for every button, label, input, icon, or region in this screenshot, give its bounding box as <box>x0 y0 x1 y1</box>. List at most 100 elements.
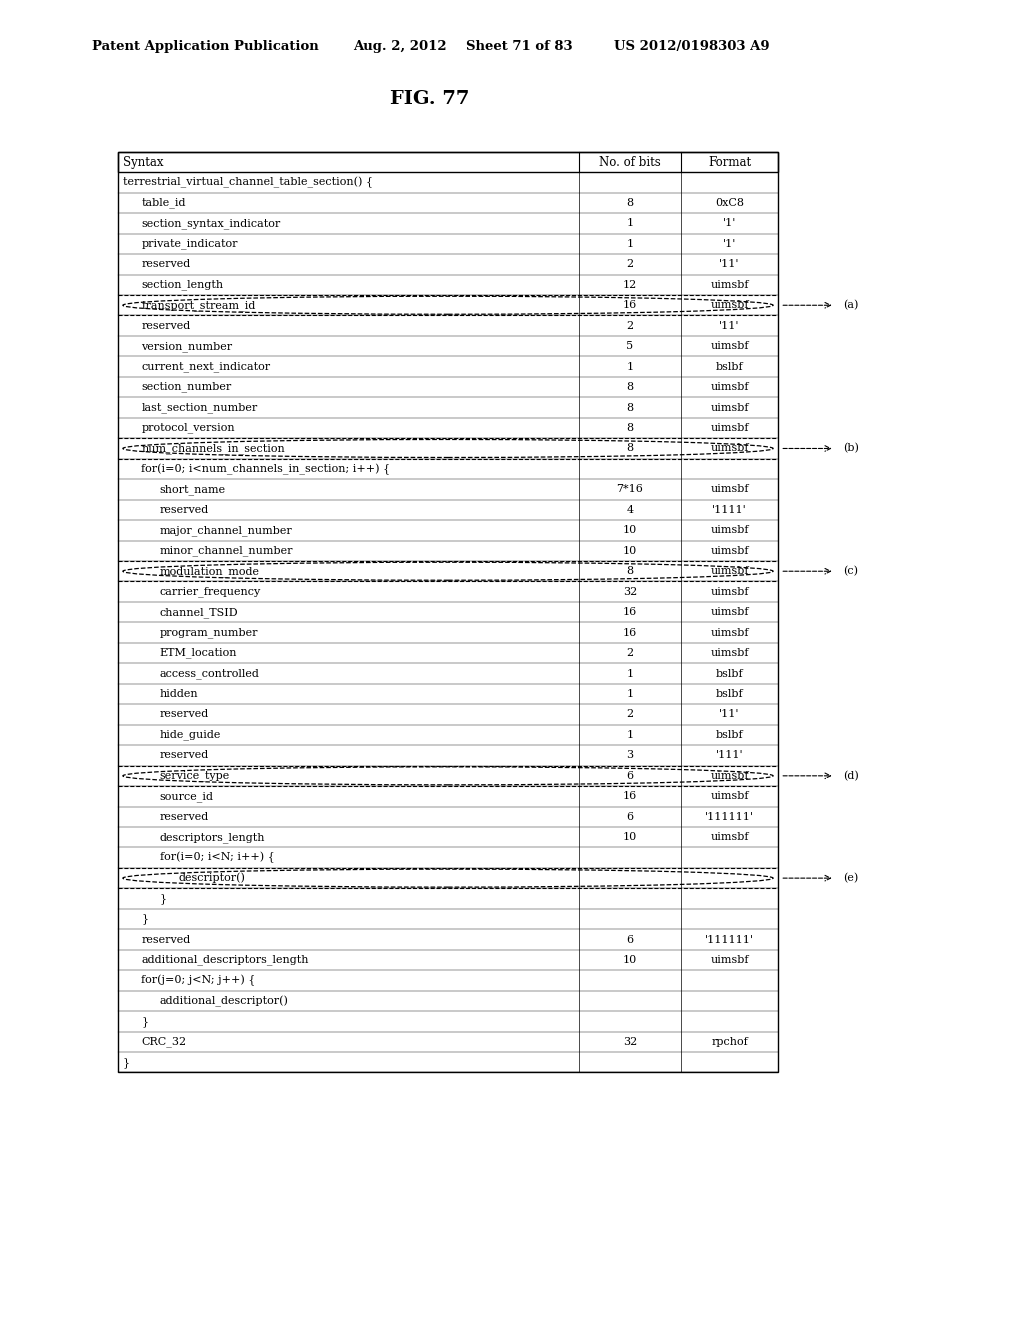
Text: 1: 1 <box>627 218 633 228</box>
Text: current_next_indicator: current_next_indicator <box>141 362 270 372</box>
Text: Patent Application Publication: Patent Application Publication <box>92 40 318 53</box>
Text: protocol_version: protocol_version <box>141 422 234 433</box>
Text: }: } <box>160 894 167 904</box>
Text: num_channels_in_section: num_channels_in_section <box>141 444 285 454</box>
Text: Sheet 71 of 83: Sheet 71 of 83 <box>466 40 572 53</box>
Text: 7*16: 7*16 <box>616 484 643 495</box>
Text: }: } <box>141 1016 148 1027</box>
Text: 6: 6 <box>627 812 633 822</box>
Text: uimsbf: uimsbf <box>711 607 749 618</box>
Text: uimsbf: uimsbf <box>711 586 749 597</box>
Text: }: } <box>141 913 148 924</box>
Text: (d): (d) <box>843 771 858 781</box>
Text: for(i=0; i<num_channels_in_section; i++) {: for(i=0; i<num_channels_in_section; i++)… <box>141 463 390 475</box>
Text: version_number: version_number <box>141 341 232 351</box>
Text: 1: 1 <box>627 239 633 249</box>
Text: 10: 10 <box>623 545 637 556</box>
Text: uimsbf: uimsbf <box>711 771 749 781</box>
Text: uimsbf: uimsbf <box>711 444 749 454</box>
Text: reserved: reserved <box>160 750 209 760</box>
Text: '11': '11' <box>719 321 740 331</box>
Text: for(i=0; i<N; i++) {: for(i=0; i<N; i++) { <box>160 851 274 863</box>
Text: 10: 10 <box>623 954 637 965</box>
Text: '11': '11' <box>719 259 740 269</box>
Text: 3: 3 <box>627 750 633 760</box>
Text: bslbf: bslbf <box>716 668 743 678</box>
Text: Aug. 2, 2012: Aug. 2, 2012 <box>353 40 446 53</box>
Text: major_channel_number: major_channel_number <box>160 525 293 536</box>
Text: 32: 32 <box>623 1036 637 1047</box>
Text: reserved: reserved <box>160 709 209 719</box>
Text: FIG. 77: FIG. 77 <box>390 90 470 108</box>
Text: uimsbf: uimsbf <box>711 381 749 392</box>
Text: reserved: reserved <box>160 504 209 515</box>
Text: 16: 16 <box>623 300 637 310</box>
Text: 12: 12 <box>623 280 637 290</box>
Text: uimsbf: uimsbf <box>711 280 749 290</box>
Text: uimsbf: uimsbf <box>711 403 749 413</box>
Text: 0xC8: 0xC8 <box>715 198 744 209</box>
Text: 6: 6 <box>627 771 633 781</box>
Text: section_syntax_indicator: section_syntax_indicator <box>141 218 281 228</box>
Text: 6: 6 <box>627 935 633 945</box>
Text: uimsbf: uimsbf <box>711 341 749 351</box>
Text: 1: 1 <box>627 362 633 372</box>
Text: (b): (b) <box>843 444 859 454</box>
Text: minor_channel_number: minor_channel_number <box>160 545 293 556</box>
Text: 8: 8 <box>627 381 633 392</box>
Text: '111111': '111111' <box>706 812 754 822</box>
Text: program_number: program_number <box>160 627 258 638</box>
Text: hide_guide: hide_guide <box>160 730 221 741</box>
Text: last_section_number: last_section_number <box>141 403 258 413</box>
Text: 16: 16 <box>623 791 637 801</box>
Text: descriptor(): descriptor() <box>178 873 245 883</box>
Text: rpchof: rpchof <box>712 1036 748 1047</box>
Text: additional_descriptors_length: additional_descriptors_length <box>141 954 309 965</box>
Text: private_indicator: private_indicator <box>141 239 238 249</box>
Text: short_name: short_name <box>160 484 226 495</box>
Text: service_type: service_type <box>160 771 230 781</box>
Text: carrier_frequency: carrier_frequency <box>160 586 261 597</box>
Text: 4: 4 <box>627 504 633 515</box>
Text: hidden: hidden <box>160 689 199 700</box>
Text: uimsbf: uimsbf <box>711 545 749 556</box>
Text: terrestrial_virtual_channel_table_section() {: terrestrial_virtual_channel_table_sectio… <box>123 177 373 189</box>
Text: access_controlled: access_controlled <box>160 668 260 678</box>
Text: 32: 32 <box>623 586 637 597</box>
Text: additional_descriptor(): additional_descriptor() <box>160 995 289 1007</box>
Text: '11': '11' <box>719 709 740 719</box>
Text: reserved: reserved <box>141 935 190 945</box>
Text: (c): (c) <box>843 566 858 577</box>
Text: Syntax: Syntax <box>123 156 164 169</box>
Text: descriptors_length: descriptors_length <box>160 832 265 842</box>
Text: table_id: table_id <box>141 198 185 209</box>
Text: No. of bits: No. of bits <box>599 156 660 169</box>
Text: 2: 2 <box>627 321 633 331</box>
Text: Format: Format <box>708 156 752 169</box>
Bar <box>118 152 778 1072</box>
Text: uimsbf: uimsbf <box>711 648 749 659</box>
Text: section_number: section_number <box>141 381 231 392</box>
Text: 1: 1 <box>627 668 633 678</box>
Text: uimsbf: uimsbf <box>711 300 749 310</box>
Text: uimsbf: uimsbf <box>711 484 749 495</box>
Text: transport_stream_id: transport_stream_id <box>141 300 256 310</box>
Text: 10: 10 <box>623 832 637 842</box>
Text: 1: 1 <box>627 730 633 741</box>
Text: US 2012/0198303 A9: US 2012/0198303 A9 <box>614 40 770 53</box>
Text: uimsbf: uimsbf <box>711 422 749 433</box>
Text: bslbf: bslbf <box>716 689 743 700</box>
Text: CRC_32: CRC_32 <box>141 1036 186 1047</box>
Text: reserved: reserved <box>141 259 190 269</box>
Text: }: } <box>123 1057 130 1068</box>
Text: 8: 8 <box>627 566 633 577</box>
Text: 8: 8 <box>627 198 633 209</box>
Text: bslbf: bslbf <box>716 730 743 741</box>
Text: reserved: reserved <box>141 321 190 331</box>
Text: channel_TSID: channel_TSID <box>160 607 239 618</box>
Text: reserved: reserved <box>160 812 209 822</box>
Text: '1111': '1111' <box>713 504 746 515</box>
Text: 2: 2 <box>627 709 633 719</box>
Text: 10: 10 <box>623 525 637 536</box>
Text: source_id: source_id <box>160 791 214 801</box>
